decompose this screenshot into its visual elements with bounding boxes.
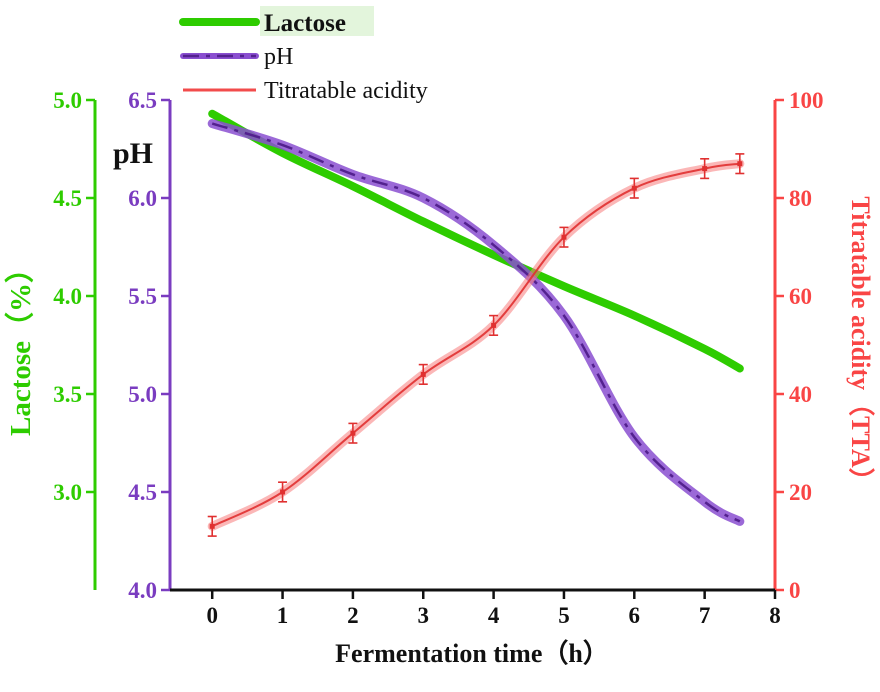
tta-tick-label: 80 (789, 186, 812, 211)
ph-tick-label: 5.5 (128, 284, 157, 309)
ph-tick-label: 6.0 (128, 186, 157, 211)
x-tick-label: 5 (558, 603, 570, 628)
chart-axes: 5.04.54.03.53.06.56.05.55.04.54.01008060… (53, 88, 823, 628)
x-axis-title: Fermentation time（h） (335, 639, 609, 668)
tta-tick-label: 20 (789, 480, 812, 505)
x-tick-label: 7 (699, 603, 711, 628)
lactose-tick-label: 3.0 (53, 480, 82, 505)
lactose-tick-label: 4.0 (53, 284, 82, 309)
x-tick-label: 2 (347, 603, 359, 628)
tta-tick-label: 40 (789, 382, 812, 407)
tta-tick-label: 0 (789, 578, 801, 603)
lactose-tick-label: 4.5 (53, 186, 82, 211)
tta-marker (280, 489, 286, 495)
tta-marker (491, 322, 497, 328)
tta-marker (209, 523, 215, 529)
tta-axis-title: Titratable acidity（TTA） (846, 196, 875, 493)
legend-label-tta: Titratable acidity (264, 78, 428, 104)
chart-curves (207, 109, 745, 537)
ph-tick-label: 6.5 (128, 88, 157, 113)
lactose-line (208, 109, 744, 373)
tta-tick-label: 60 (789, 284, 812, 309)
x-tick-label: 0 (206, 603, 218, 628)
tta-marker (631, 185, 637, 191)
x-tick-label: 8 (769, 603, 781, 628)
lactose-axis-title: Lactose（%） (4, 254, 37, 436)
chart-legend: Lactose pH Titratable acidity (179, 6, 428, 104)
lactose-tick-label: 5.0 (53, 88, 82, 113)
tta-marker (561, 234, 567, 240)
tta-marker (420, 371, 426, 377)
legend-label-ph: pH (264, 44, 293, 70)
legend-lactose-highlight (260, 6, 374, 36)
tta-tick-label: 100 (789, 88, 824, 113)
ph-line-dash (211, 122, 741, 523)
legend-label-lactose: Lactose (264, 10, 346, 37)
ph-tick-label: 4.5 (128, 480, 157, 505)
x-tick-label: 1 (277, 603, 289, 628)
tta-marker (737, 161, 743, 167)
x-tick-label: 3 (418, 603, 430, 628)
x-tick-label: 4 (488, 603, 500, 628)
tta-marker (350, 430, 356, 436)
ph-tick-label: 5.0 (128, 382, 157, 407)
tta-marker (702, 166, 708, 172)
ph-axis-title: pH (113, 137, 153, 170)
ph-tick-label: 4.0 (128, 578, 157, 603)
lactose-tick-label: 3.5 (53, 382, 82, 407)
x-tick-label: 6 (629, 603, 641, 628)
